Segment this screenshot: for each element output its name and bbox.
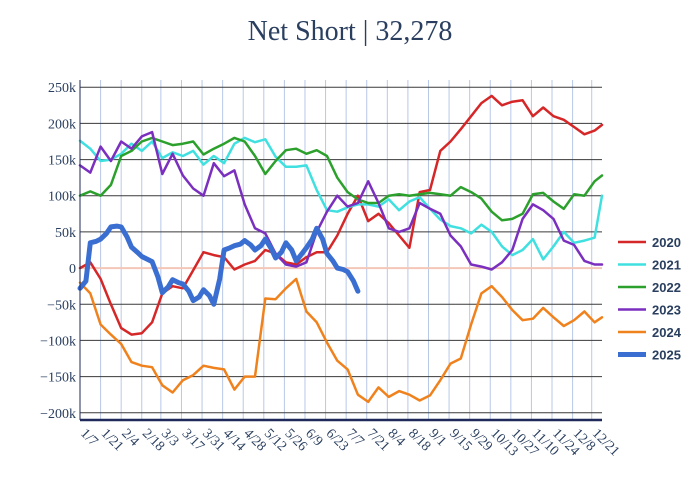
legend-label-2021: 2021	[652, 258, 681, 273]
x-tick-label: 4/14	[220, 426, 248, 454]
legend-label-2025: 2025	[652, 348, 681, 363]
y-tick-label: 150k	[48, 154, 76, 169]
series-line-2022	[78, 136, 604, 222]
y-tick-label: −100k	[40, 334, 76, 349]
y-axis-ticks: −200k −150k −100k −50k 0 50k 100k 150k 200k 250k	[40, 81, 76, 422]
chart-title: Net Short | 32,278	[248, 16, 453, 47]
y-tick-label: 100k	[48, 190, 76, 205]
legend-label-2020: 2020	[652, 235, 681, 250]
series-lines	[77, 94, 604, 404]
x-axis-ticks: 1/71/212/42/183/33/173/314/144/285/125/2…	[77, 426, 622, 459]
y-tick-label: −150k	[40, 371, 76, 386]
y-tick-label: −200k	[40, 407, 76, 422]
series-line-2023	[78, 130, 604, 271]
y-tick-label: 0	[69, 262, 76, 277]
series-line-2025	[77, 223, 361, 307]
x-tick-label: 4/28	[240, 426, 268, 454]
legend-label-2022: 2022	[652, 280, 681, 295]
x-tick-label: 3/17	[179, 426, 207, 454]
x-tick-label: 9/15	[446, 426, 474, 454]
series-line-2024	[78, 277, 604, 404]
x-tick-label: 7/21	[364, 426, 392, 454]
x-tick-label: 5/26	[282, 426, 310, 454]
y-tick-label: 50k	[55, 226, 76, 241]
x-tick-label: 1/21	[98, 426, 126, 454]
x-tick-label: 6/23	[323, 426, 351, 454]
x-tick-label: 1/7	[77, 426, 100, 449]
y-tick-label: −50k	[47, 298, 76, 313]
legend: 2020 2021 2022 2023 2024 2025	[618, 235, 682, 363]
axes	[79, 80, 602, 422]
x-tick-label: 8/18	[405, 426, 433, 454]
x-tick-label: 3/31	[199, 426, 227, 454]
legend-label-2023: 2023	[652, 303, 681, 318]
x-tick-label: 9/29	[467, 426, 495, 454]
y-tick-label: 200k	[48, 117, 76, 132]
y-tick-label: 250k	[48, 81, 76, 96]
series-line-2021	[78, 136, 604, 261]
legend-label-2024: 2024	[652, 325, 682, 340]
x-tick-label: 5/12	[261, 426, 289, 454]
